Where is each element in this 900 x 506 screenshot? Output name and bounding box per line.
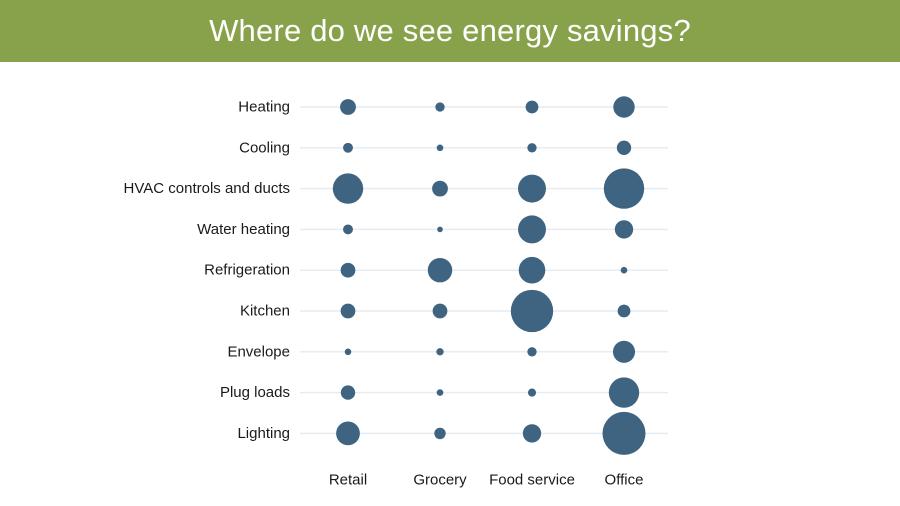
row-label-hvac-controls-and-ducts: HVAC controls and ducts — [124, 180, 290, 197]
bubble-refrigeration-retail — [340, 262, 356, 278]
bubble-lighting-retail — [336, 421, 360, 446]
bubble-hvac-controls-and-ducts-retail — [332, 173, 364, 204]
bubble-heating-office — [613, 96, 635, 118]
bubble-envelope-food-service — [527, 347, 537, 357]
bubble-cooling-office — [616, 140, 632, 155]
column-label-office: Office — [605, 472, 644, 489]
bubble-plug-loads-retail — [340, 385, 356, 400]
row-label-water-heating: Water heating — [197, 221, 290, 238]
bubble-envelope-retail — [344, 348, 352, 356]
bubble-lighting-food-service — [522, 424, 542, 443]
column-label-food-service: Food service — [489, 472, 575, 489]
bubble-water-heating-grocery — [437, 226, 443, 233]
bubble-water-heating-retail — [343, 224, 353, 235]
row-label-heating: Heating — [238, 99, 290, 116]
bubble-water-heating-food-service — [518, 215, 546, 244]
bubble-heating-grocery — [435, 102, 445, 112]
bubble-chart: Heating Cooling HVAC controls and ducts Wat… — [124, 96, 668, 489]
row-label-cooling: Cooling — [239, 139, 290, 156]
bubble-lighting-grocery — [434, 427, 446, 440]
bubble-envelope-office — [612, 340, 636, 363]
row-label-plug-loads: Plug loads — [220, 384, 290, 401]
bubble-plug-loads-office — [608, 377, 640, 408]
bubble-refrigeration-food-service — [518, 256, 546, 284]
bubbles — [332, 96, 646, 455]
column-labels: Retail Grocery Food service Office — [329, 472, 644, 489]
bubble-cooling-food-service — [527, 143, 537, 153]
row-label-envelope: Envelope — [227, 343, 290, 360]
page-title: Where do we see energy savings? — [209, 13, 691, 48]
bubble-kitchen-grocery — [432, 303, 448, 319]
bubble-cooling-grocery — [436, 144, 444, 152]
bubble-heating-retail — [340, 99, 356, 115]
bubble-plug-loads-grocery — [436, 389, 444, 396]
row-label-kitchen: Kitchen — [240, 303, 290, 320]
bubble-hvac-controls-and-ducts-grocery — [432, 180, 448, 197]
bubble-lighting-office — [602, 411, 646, 455]
title-bar: Where do we see energy savings? — [0, 0, 900, 62]
column-label-grocery: Grocery — [413, 472, 467, 489]
row-labels: Heating Cooling HVAC controls and ducts Wat… — [124, 99, 290, 442]
row-label-refrigeration: Refrigeration — [204, 262, 290, 279]
bubble-hvac-controls-and-ducts-office — [603, 168, 645, 209]
bubble-hvac-controls-and-ducts-food-service — [518, 174, 546, 203]
bubble-heating-food-service — [525, 100, 539, 114]
bubble-water-heating-office — [614, 220, 634, 239]
row-label-lighting: Lighting — [237, 425, 290, 442]
bubble-plug-loads-food-service — [527, 388, 537, 397]
bubble-refrigeration-office — [620, 266, 628, 274]
bubble-kitchen-retail — [340, 303, 356, 319]
bubble-kitchen-food-service — [510, 289, 554, 333]
bubble-envelope-grocery — [436, 348, 444, 356]
column-label-retail: Retail — [329, 472, 367, 489]
bubble-kitchen-office — [617, 304, 631, 318]
bubble-cooling-retail — [343, 142, 353, 153]
bubble-refrigeration-grocery — [427, 257, 453, 283]
